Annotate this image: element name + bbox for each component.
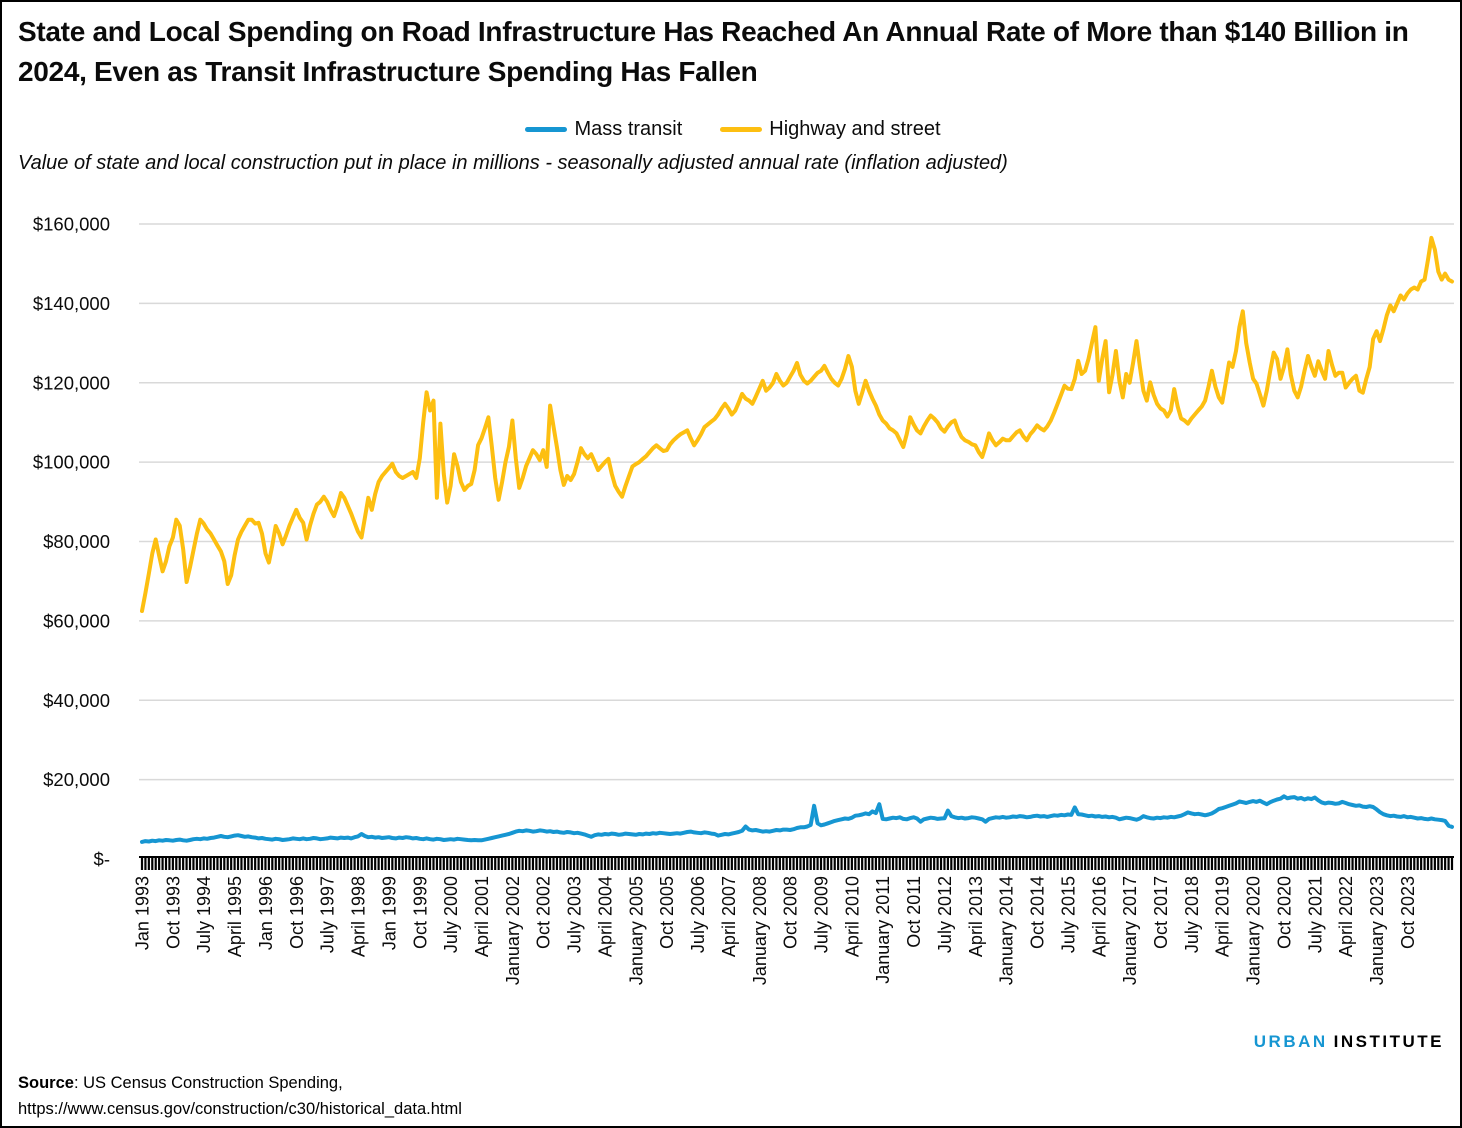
chart-subtitle: Value of state and local construction pu…	[18, 152, 1008, 174]
x-axis-label: April 2007	[719, 876, 739, 957]
y-axis-label: $60,000	[43, 610, 110, 631]
source-label: Source	[18, 1074, 74, 1092]
x-axis-label: July 2009	[812, 876, 832, 953]
source-url: https://www.census.gov/construction/c30/…	[18, 1100, 462, 1119]
x-axis-label: January 2005	[626, 876, 646, 985]
mass-transit-line-swatch-icon	[525, 126, 568, 132]
x-axis-label: April 1998	[349, 876, 369, 957]
x-axis-label: April 2001	[472, 876, 492, 957]
legend-label: Highway and street	[769, 117, 941, 140]
x-axis-label: Oct 1996	[287, 876, 307, 949]
chart-title: State and Local Spending on Road Infrast…	[18, 16, 1409, 87]
x-axis-label: Jan 1993	[133, 876, 153, 950]
x-axis-label: July 2015	[1058, 876, 1078, 953]
legend-item-highway-and-street: Highway and street	[720, 117, 941, 141]
logo-institute-text: INSTITUTE	[1333, 1032, 1444, 1051]
y-axis-label: $40,000	[43, 690, 110, 711]
x-axis-label: January 2008	[750, 876, 770, 985]
y-axis-label: $120,000	[33, 372, 110, 393]
x-axis-label: July 1997	[318, 876, 338, 953]
x-axis-label: April 2022	[1336, 876, 1356, 957]
y-axis-label: $20,000	[43, 769, 110, 790]
x-axis-label: July 2006	[688, 876, 708, 953]
logo-urban-text: URBAN	[1253, 1032, 1328, 1051]
x-axis-label: Oct 1999	[410, 876, 430, 949]
x-axis-label: April 1995	[225, 876, 245, 957]
x-axis-label: January 2023	[1367, 876, 1387, 985]
legend-item-mass-transit: Mass transit	[525, 118, 682, 141]
x-axis-label: April 2004	[595, 876, 615, 957]
x-axis-label: April 2010	[842, 876, 862, 957]
legend-label: Mass transit	[574, 117, 683, 140]
y-axis-label: $160,000	[33, 214, 110, 235]
x-axis-label: July 2012	[935, 876, 955, 953]
x-axis-label: January 2014	[997, 876, 1017, 985]
highway-and-street-series-line	[140, 235, 1454, 613]
source-note: Source: US Census Construction Spending,…	[18, 1070, 918, 1123]
x-axis-label: January 2020	[1244, 876, 1264, 985]
urban-institute-logo: URBAN INSTITUTE	[1254, 1032, 1444, 1052]
x-axis-label: Jan 1996	[256, 876, 276, 950]
x-axis-label: January 2002	[503, 876, 523, 985]
x-axis-label: Oct 2020	[1274, 876, 1294, 949]
y-axis-label: $140,000	[33, 293, 110, 314]
x-axis-label: April 2013	[966, 876, 986, 957]
x-axis-label: April 2016	[1089, 876, 1109, 957]
x-axis-label: Oct 2023	[1398, 876, 1418, 949]
x-axis-label: July 1994	[194, 876, 214, 953]
mass-transit-series-line	[140, 794, 1454, 844]
legend: Mass transit Highway and street	[2, 114, 1460, 144]
x-axis-label: April 2019	[1213, 876, 1233, 957]
x-axis-label: Oct 2014	[1028, 876, 1048, 949]
x-axis-label: Oct 1993	[163, 876, 183, 949]
x-axis-label: July 2003	[565, 876, 585, 953]
x-axis-label: Oct 2005	[657, 876, 677, 949]
x-axis-label: January 2017	[1120, 876, 1140, 985]
source-text: : US Census Construction Spending,	[73, 1074, 343, 1092]
y-axis-label: $100,000	[33, 452, 110, 473]
x-axis-label: Oct 2017	[1151, 876, 1171, 949]
x-axis-label: Jan 1999	[379, 876, 399, 950]
x-axis-label: July 2021	[1305, 876, 1325, 953]
y-axis-label: $80,000	[43, 531, 110, 552]
x-axis-label: January 2011	[873, 876, 893, 984]
x-axis-label: July 2018	[1182, 876, 1202, 953]
x-axis-label: Oct 2002	[534, 876, 554, 949]
x-axis-label: July 2000	[441, 876, 461, 953]
x-axis-label: Oct 2008	[781, 876, 801, 949]
highway-line-swatch-icon	[720, 126, 763, 132]
x-axis-label: Oct 2011	[904, 876, 924, 948]
y-axis-label: $-	[94, 849, 110, 870]
